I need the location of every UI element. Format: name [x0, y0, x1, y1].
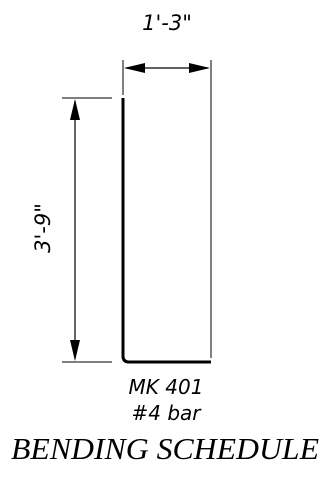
schedule-title: BENDING SCHEDULE — [11, 431, 319, 466]
width-arrow-right — [189, 63, 210, 73]
width-dimension: 1'-3" — [122, 11, 212, 358]
rebar-shape — [121, 98, 211, 364]
bar-size-label: #4 bar — [131, 401, 202, 425]
width-dimension-label: 1'-3" — [142, 11, 192, 35]
mark-label: MK 401 — [129, 375, 204, 399]
width-arrow-left — [124, 63, 145, 73]
height-dimension: 3'-9" — [31, 97, 112, 363]
height-dimension-label: 3'-9" — [31, 203, 55, 253]
height-arrow-top — [70, 99, 80, 120]
height-arrow-bottom — [70, 340, 80, 361]
